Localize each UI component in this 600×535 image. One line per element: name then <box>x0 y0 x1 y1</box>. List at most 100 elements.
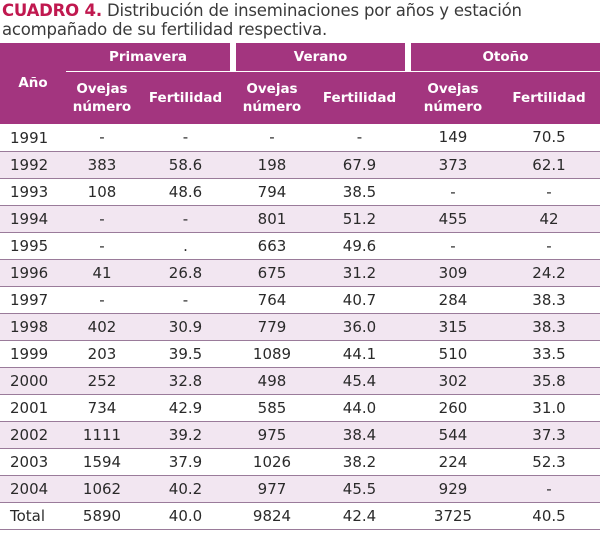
year-cell: Total <box>0 502 66 530</box>
primavera-fertilidad-cell: 37.9 <box>138 448 233 476</box>
header-year: Año <box>0 43 66 125</box>
data-table: Año Primavera Verano Otoño Ovejas número… <box>0 43 600 530</box>
table-row: 1993 108 48.6 794 38.5- - <box>0 178 600 206</box>
caption-label: CUADRO 4. <box>2 1 102 20</box>
table-row: 1999 203 39.5 1089 44.1 510 33.5 <box>0 340 600 368</box>
verano-fertilidad-cell: 67.9 <box>311 151 408 179</box>
otono-fertilidad-cell: 62.1 <box>498 151 600 179</box>
primavera-ovejas-cell: 1594 <box>66 448 138 476</box>
verano-fertilidad-cell: 42.4 <box>311 502 408 530</box>
header-otono-ovejas: Ovejas número <box>408 71 498 124</box>
primavera-fertilidad-cell: 32.8 <box>138 367 233 395</box>
primavera-ovejas-cell: 252 <box>66 367 138 395</box>
otono-fertilidad-cell: 37.3 <box>498 421 600 449</box>
verano-ovejas-cell: 975 <box>233 421 311 449</box>
primavera-ovejas-cell: 1062 <box>66 475 138 503</box>
otono-ovejas-cell: 149 <box>408 124 498 152</box>
verano-ovejas-cell: 498 <box>233 367 311 395</box>
table-row: Total 5890 40.0 9824 42.4 3725 40.5 <box>0 502 600 530</box>
year-cell: 1998 <box>0 313 66 341</box>
header-verano-ovejas: Ovejas número <box>233 71 311 124</box>
primavera-ovejas-cell: - <box>66 232 138 260</box>
table-row: 1992 383 58.6 198 67.9 373 62.1 <box>0 151 600 179</box>
header-primavera-ovejas: Ovejas número <box>66 71 138 124</box>
primavera-fertilidad-cell: 48.6 <box>138 178 233 206</box>
verano-ovejas-cell: 585 <box>233 394 311 422</box>
otono-ovejas-cell: 302 <box>408 367 498 395</box>
primavera-ovejas-cell: 203 <box>66 340 138 368</box>
table-row: 2002 1111 39.2 975 38.4 544 37.3 <box>0 421 600 449</box>
verano-ovejas-cell: 1026 <box>233 448 311 476</box>
primavera-ovejas-cell: 41 <box>66 259 138 287</box>
table-row: 2003 1594 37.9 1026 38.2 224 52.3 <box>0 448 600 476</box>
verano-fertilidad-cell: 45.5 <box>311 475 408 503</box>
year-cell: 1995 <box>0 232 66 260</box>
verano-ovejas-cell: 675 <box>233 259 311 287</box>
verano-fertilidad-cell: 45.4 <box>311 367 408 395</box>
otono-fertilidad-cell: 70.5 <box>498 124 600 152</box>
year-cell: 2004 <box>0 475 66 503</box>
otono-ovejas-cell: - <box>408 232 498 260</box>
primavera-ovejas-cell: - <box>66 286 138 314</box>
verano-fertilidad-cell: 40.7 <box>311 286 408 314</box>
verano-ovejas-cell: 977 <box>233 475 311 503</box>
otono-ovejas-cell: 315 <box>408 313 498 341</box>
verano-fertilidad-cell: 44.0 <box>311 394 408 422</box>
verano-fertilidad-cell: 51.2 <box>311 205 408 233</box>
otono-ovejas-cell: 309 <box>408 259 498 287</box>
otono-ovejas-cell: 373 <box>408 151 498 179</box>
year-cell: 1994 <box>0 205 66 233</box>
header-group-otono: Otoño <box>405 43 600 72</box>
verano-ovejas-cell: 779 <box>233 313 311 341</box>
primavera-fertilidad-cell: 39.2 <box>138 421 233 449</box>
table-row: 2000 252 32.8 498 45.4 302 35.8 <box>0 367 600 395</box>
verano-fertilidad-cell: 31.2 <box>311 259 408 287</box>
header-group-verano: Verano <box>230 43 408 72</box>
verano-ovejas-cell: - <box>233 124 311 152</box>
verano-ovejas-cell: 198 <box>233 151 311 179</box>
year-cell: 2003 <box>0 448 66 476</box>
table-caption: CUADRO 4. Distribución de inseminaciones… <box>0 0 600 39</box>
year-cell: 2002 <box>0 421 66 449</box>
otono-fertilidad-cell: 52.3 <box>498 448 600 476</box>
year-cell: 1997 <box>0 286 66 314</box>
verano-fertilidad-cell: - <box>311 124 408 152</box>
table-body: 1991- - - -149 70.5 1992 383 58.6 198 67.9 373 62.1… <box>0 124 600 530</box>
year-cell: 1999 <box>0 340 66 368</box>
primavera-fertilidad-cell: 40.2 <box>138 475 233 503</box>
otono-ovejas-cell: 224 <box>408 448 498 476</box>
verano-ovejas-cell: 801 <box>233 205 311 233</box>
table-row: 1995-. 663 49.6- - <box>0 232 600 260</box>
primavera-ovejas-cell: 734 <box>66 394 138 422</box>
table-row: 1997- -764 40.7 284 38.3 <box>0 286 600 314</box>
year-cell: 1993 <box>0 178 66 206</box>
primavera-fertilidad-cell: 40.0 <box>138 502 233 530</box>
verano-fertilidad-cell: 38.5 <box>311 178 408 206</box>
year-cell: 1996 <box>0 259 66 287</box>
year-cell: 2000 <box>0 367 66 395</box>
primavera-fertilidad-cell: 58.6 <box>138 151 233 179</box>
otono-fertilidad-cell: 35.8 <box>498 367 600 395</box>
otono-fertilidad-cell: 33.5 <box>498 340 600 368</box>
otono-ovejas-cell: 544 <box>408 421 498 449</box>
primavera-fertilidad-cell: 39.5 <box>138 340 233 368</box>
table-row: 1991- - - -149 70.5 <box>0 124 600 152</box>
table-row: 1994- -801 51.2 455 42 <box>0 205 600 233</box>
verano-fertilidad-cell: 38.2 <box>311 448 408 476</box>
otono-ovejas-cell: 284 <box>408 286 498 314</box>
otono-fertilidad-cell: 42 <box>498 205 600 233</box>
table-row: 1996 41 26.8 675 31.2 309 24.2 <box>0 259 600 287</box>
primavera-ovejas-cell: - <box>66 124 138 152</box>
verano-ovejas-cell: 764 <box>233 286 311 314</box>
primavera-fertilidad-cell: - <box>138 124 233 152</box>
verano-ovejas-cell: 794 <box>233 178 311 206</box>
otono-ovejas-cell: 3725 <box>408 502 498 530</box>
table-row: 2004 1062 40.2 977 45.5 929- <box>0 475 600 503</box>
otono-fertilidad-cell: - <box>498 475 600 503</box>
verano-fertilidad-cell: 44.1 <box>311 340 408 368</box>
primavera-ovejas-cell: 402 <box>66 313 138 341</box>
year-cell: 1991 <box>0 124 66 152</box>
header-otono-fertilidad: Fertilidad <box>498 71 600 124</box>
verano-fertilidad-cell: 36.0 <box>311 313 408 341</box>
verano-ovejas-cell: 9824 <box>233 502 311 530</box>
